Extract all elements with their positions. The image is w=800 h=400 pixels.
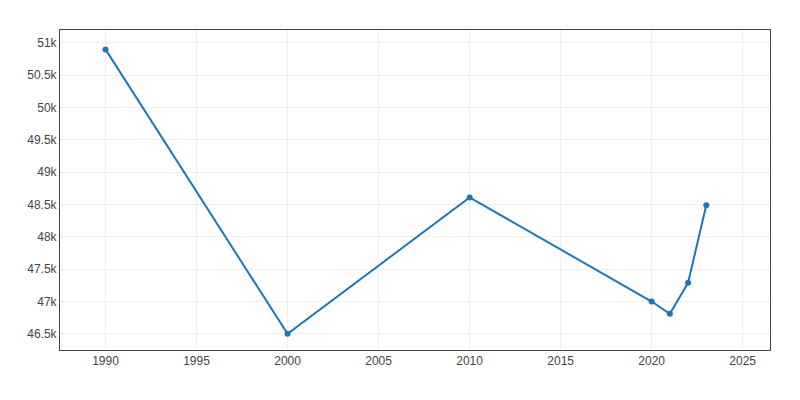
svg-text:47k: 47k [37,295,57,309]
svg-text:2025: 2025 [729,354,756,368]
svg-text:47.5k: 47.5k [27,262,57,276]
svg-text:46.5k: 46.5k [27,327,57,341]
svg-text:48k: 48k [37,230,57,244]
svg-text:51k: 51k [37,36,57,50]
svg-text:2005: 2005 [365,354,392,368]
svg-text:2000: 2000 [274,354,301,368]
svg-text:48.5k: 48.5k [27,198,57,212]
svg-text:2010: 2010 [456,354,483,368]
svg-text:2020: 2020 [638,354,665,368]
svg-text:1995: 1995 [183,354,210,368]
svg-text:50k: 50k [37,101,57,115]
svg-text:1990: 1990 [92,354,119,368]
svg-text:49.5k: 49.5k [27,133,57,147]
svg-text:2015: 2015 [547,354,574,368]
svg-text:50.5k: 50.5k [27,68,57,82]
svg-text:49k: 49k [37,165,57,179]
